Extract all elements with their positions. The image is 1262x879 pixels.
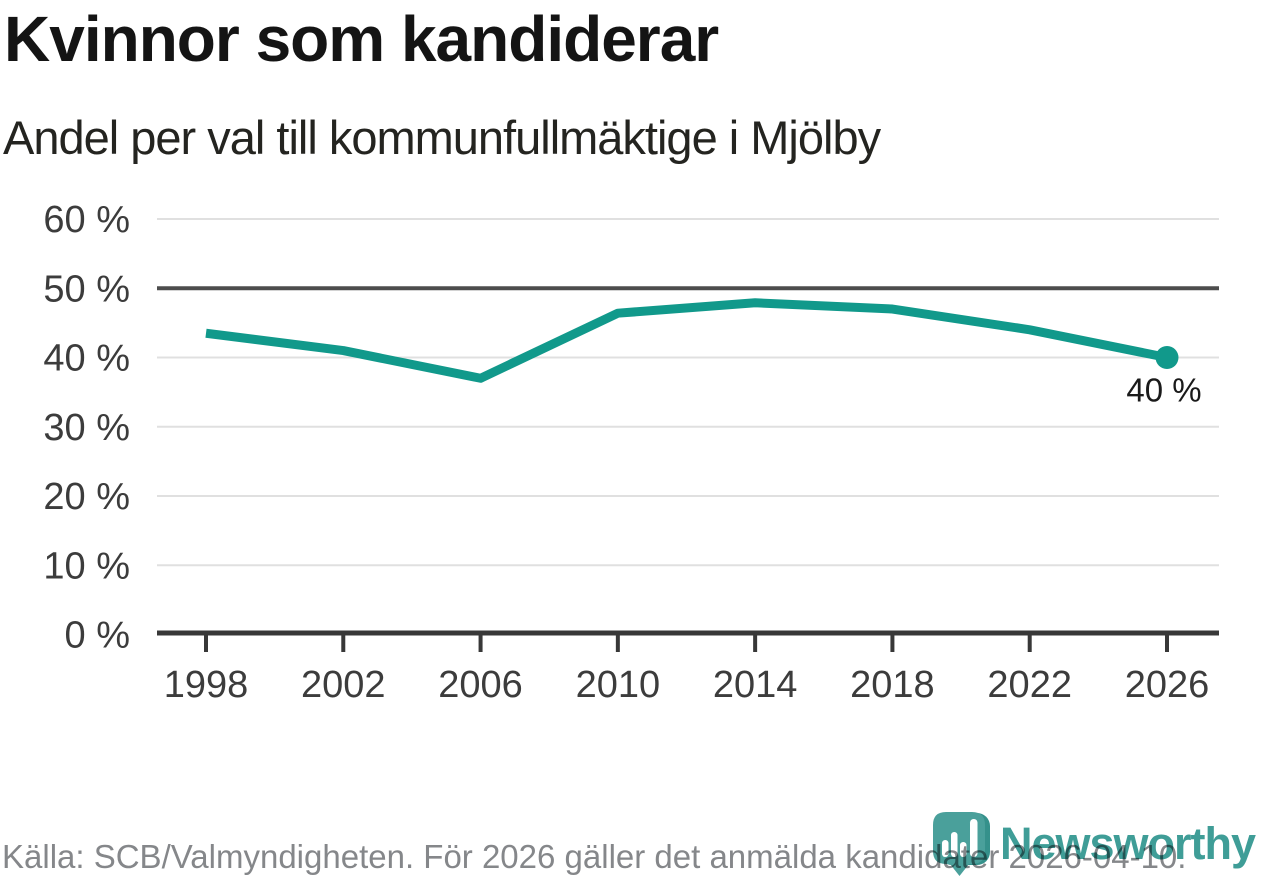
y-axis-tick-label: 40 % bbox=[43, 338, 130, 380]
x-axis-tick-label: 2014 bbox=[713, 664, 798, 706]
end-point-label: 40 % bbox=[1126, 372, 1201, 409]
y-axis-tick-label: 60 % bbox=[43, 199, 130, 241]
x-axis-tick-label: 2026 bbox=[1125, 664, 1210, 706]
chart-subtitle: Andel per val till kommunfullmäktige i M… bbox=[3, 111, 881, 164]
newsworthy-logo: Newsworthy bbox=[933, 812, 1256, 877]
x-axis-tick-label: 2022 bbox=[987, 664, 1072, 706]
x-axis-tick-label: 2002 bbox=[301, 664, 386, 706]
newsworthy-logo-text: Newsworthy bbox=[1000, 818, 1256, 869]
y-axis-tick-label: 20 % bbox=[43, 476, 130, 518]
y-axis-tick-label: 30 % bbox=[43, 407, 130, 449]
data-line bbox=[205, 298, 1168, 383]
y-axis-tick-label: 50 % bbox=[43, 268, 130, 310]
x-axis-tick-label: 1998 bbox=[164, 664, 249, 706]
x-axis-tick-label: 2010 bbox=[576, 664, 661, 706]
end-point-marker bbox=[1155, 346, 1179, 369]
newsworthy-pin-barchart-icon bbox=[933, 812, 990, 876]
y-axis-tick-label: 0 % bbox=[65, 615, 130, 657]
x-axis-tick-label: 2018 bbox=[850, 664, 935, 706]
x-axis-tick-label: 2006 bbox=[438, 664, 523, 706]
chart-title: Kvinnor som kandiderar bbox=[4, 3, 719, 75]
source-note: Källa: SCB/Valmyndigheten. För 2026 gäll… bbox=[2, 838, 1187, 875]
y-axis-tick-label: 10 % bbox=[43, 545, 130, 587]
